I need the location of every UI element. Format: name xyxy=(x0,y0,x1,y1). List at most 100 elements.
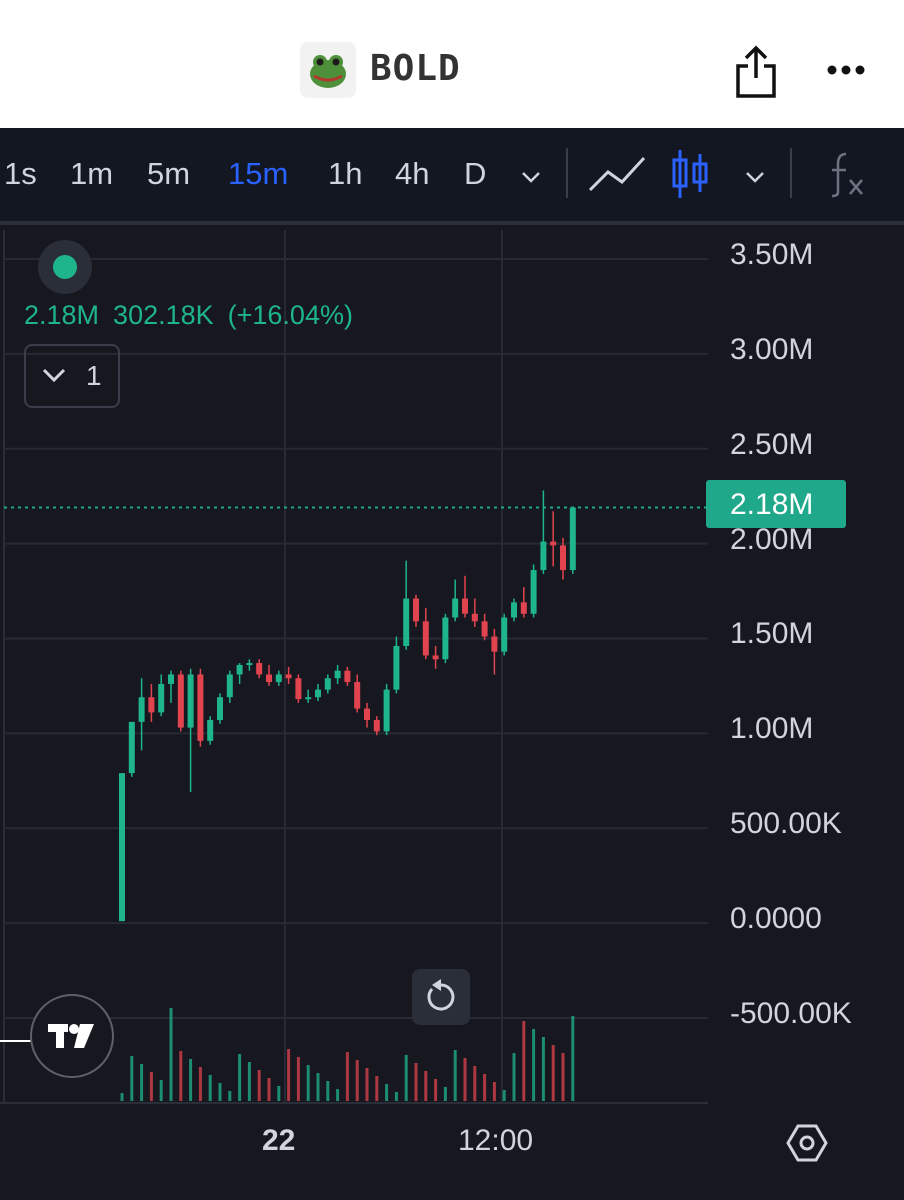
volume-bar xyxy=(394,1092,398,1101)
volume-bar xyxy=(257,1070,261,1101)
candle-body xyxy=(334,670,341,679)
legend-collapse-button[interactable]: 1 xyxy=(24,344,120,408)
candle-body xyxy=(471,613,478,622)
volume-bar xyxy=(277,1086,281,1101)
volume-bar xyxy=(208,1075,212,1101)
volume-bar xyxy=(296,1057,300,1101)
chevron-down-icon xyxy=(42,368,66,383)
interval-1h[interactable]: 1h xyxy=(328,156,363,191)
volume-bar xyxy=(218,1083,222,1101)
candle-body xyxy=(442,617,449,660)
x-tick-label: 22 xyxy=(262,1124,296,1157)
indicators-fx-icon[interactable] xyxy=(826,150,866,198)
chart-toolbar xyxy=(0,128,904,220)
interval-1s[interactable]: 1s xyxy=(4,156,37,191)
volume-bar xyxy=(267,1078,271,1101)
volume-bar xyxy=(238,1054,242,1101)
y-tick-label: 500.00K xyxy=(730,807,842,840)
volume-bar xyxy=(149,1072,153,1101)
candle-body xyxy=(452,598,459,618)
current-price-tag: 2.18M xyxy=(706,480,846,528)
candle-body xyxy=(168,674,174,684)
volume-bar xyxy=(120,1093,124,1101)
volume-bar xyxy=(512,1053,516,1101)
candle-body xyxy=(422,621,429,656)
interval-15m[interactable]: 15m xyxy=(228,156,289,191)
candle-body xyxy=(530,570,537,614)
chart-settings-icon[interactable] xyxy=(786,1122,828,1164)
candle-body xyxy=(236,664,243,675)
more-icon[interactable] xyxy=(822,50,870,90)
candle-body xyxy=(197,674,204,741)
candle-body xyxy=(295,678,302,700)
candle-body xyxy=(560,545,566,571)
candle-body xyxy=(187,674,194,728)
candle-body xyxy=(344,670,351,683)
volume-bar xyxy=(287,1049,291,1101)
candle-body xyxy=(393,645,400,690)
candle-body xyxy=(285,674,292,679)
volume-bar xyxy=(453,1050,457,1101)
candle-body xyxy=(520,602,527,614)
volume-bar xyxy=(571,1016,575,1101)
volume-bar xyxy=(561,1053,565,1101)
candle-body xyxy=(256,663,263,675)
volume-bar xyxy=(522,1021,526,1101)
volume-bar xyxy=(463,1058,467,1101)
volume-bar xyxy=(473,1066,477,1101)
interval-d[interactable]: D xyxy=(464,156,487,191)
chevron-down-icon[interactable] xyxy=(518,164,544,190)
indicator-count: 1 xyxy=(86,360,102,391)
volume-bar xyxy=(140,1064,144,1101)
candle-body xyxy=(226,674,233,698)
volume-bar xyxy=(492,1082,496,1101)
toolbar-divider xyxy=(790,148,792,198)
candle-body xyxy=(481,621,488,637)
candle-body xyxy=(501,617,508,652)
volume-bar xyxy=(355,1060,359,1101)
tradingview-logo[interactable] xyxy=(30,994,114,1078)
token-title: BOLD xyxy=(370,48,461,89)
interval-1m[interactable]: 1m xyxy=(70,156,114,191)
y-tick-label: -500.00K xyxy=(730,997,852,1030)
app-header: BOLD xyxy=(0,0,904,128)
candle-body xyxy=(403,598,410,646)
candle-body xyxy=(324,678,331,690)
chevron-down-icon[interactable] xyxy=(742,164,768,190)
candle-body xyxy=(158,683,165,713)
volume-bar xyxy=(375,1076,379,1101)
volume-bar xyxy=(316,1073,320,1101)
candle-body xyxy=(511,602,517,618)
candle-body xyxy=(315,689,321,698)
candlestick-icon[interactable] xyxy=(670,148,712,200)
volume-bar xyxy=(541,1037,545,1101)
volume-bar xyxy=(345,1052,349,1101)
current-price-label: 2.18M xyxy=(730,488,814,521)
candle-body xyxy=(138,697,145,722)
volume-bar xyxy=(424,1071,428,1101)
candle-body xyxy=(148,697,155,713)
frog-icon xyxy=(300,42,356,98)
volume-bar xyxy=(532,1029,536,1101)
y-tick-label: 3.50M xyxy=(730,238,814,271)
volume-bar xyxy=(443,1087,447,1101)
volume-bar xyxy=(159,1080,163,1101)
interval-4h[interactable]: 4h xyxy=(395,156,430,191)
candle-body xyxy=(373,719,380,732)
y-tick-label: 2.50M xyxy=(730,428,814,461)
interval-5m[interactable]: 5m xyxy=(147,156,191,191)
refresh-icon xyxy=(427,979,455,1011)
volume-bar xyxy=(306,1065,310,1101)
share-icon[interactable] xyxy=(730,42,782,100)
reset-chart-button[interactable] xyxy=(412,969,470,1025)
candle-body xyxy=(266,674,272,683)
line-chart-icon[interactable] xyxy=(588,152,646,196)
legend-price: 2.18M xyxy=(24,300,100,330)
candle-body xyxy=(354,682,361,709)
legend-change-pct: (+16.04%) xyxy=(227,300,353,330)
candle-body xyxy=(383,689,390,732)
volume-bar xyxy=(130,1056,134,1101)
candle-body xyxy=(246,663,253,666)
legend-status-dot[interactable] xyxy=(38,240,92,294)
